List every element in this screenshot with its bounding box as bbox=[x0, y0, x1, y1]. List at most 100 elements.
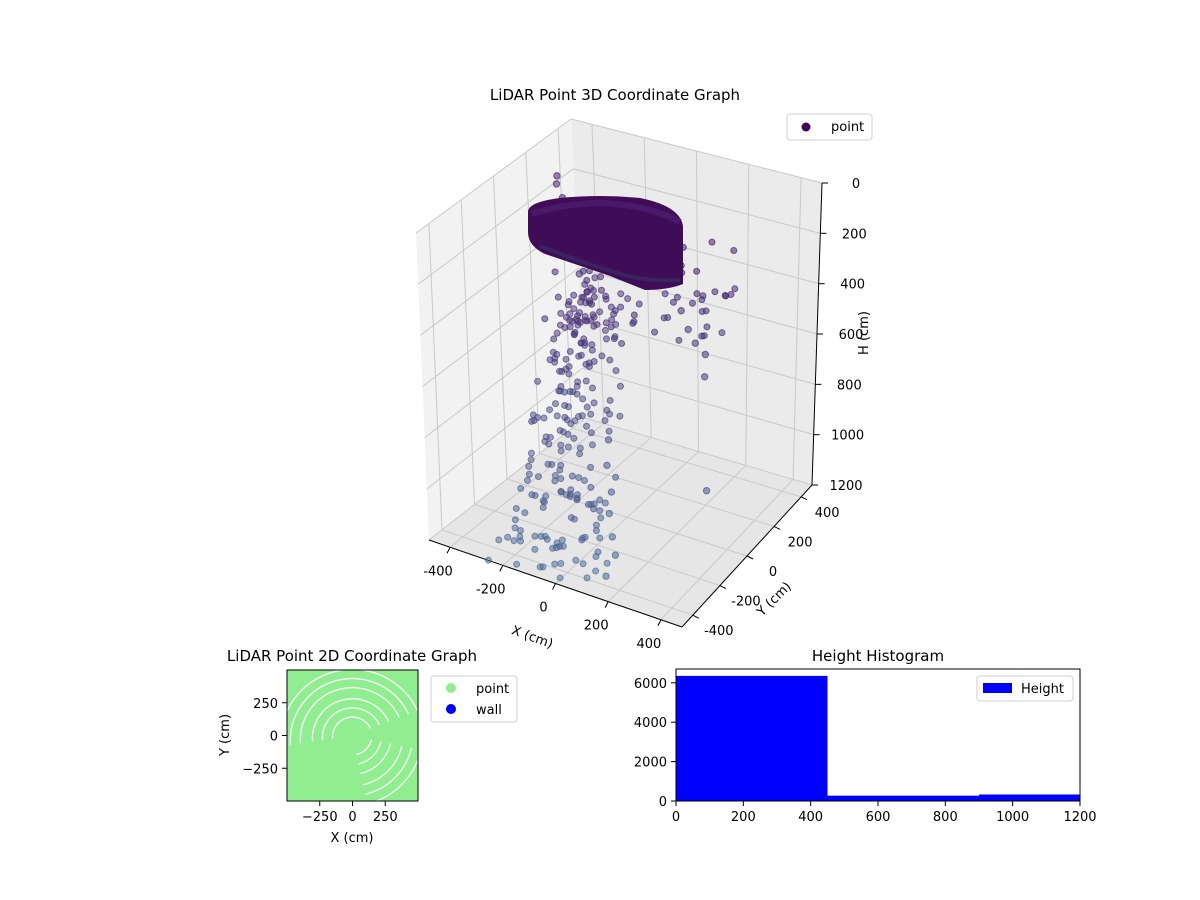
data-point bbox=[565, 370, 573, 378]
data-point bbox=[579, 294, 587, 302]
points-3d bbox=[484, 172, 739, 582]
y-tick-label: 6000 bbox=[634, 677, 667, 692]
data-point bbox=[608, 533, 617, 541]
data-point bbox=[566, 310, 574, 318]
data-point bbox=[580, 476, 588, 484]
scan-ring bbox=[331, 716, 372, 739]
y-tick-label: 0 bbox=[769, 565, 777, 580]
data-point bbox=[539, 497, 547, 505]
data-point bbox=[596, 496, 604, 504]
grid-line bbox=[428, 223, 443, 530]
data-point bbox=[596, 534, 604, 542]
x-tick-label: 0 bbox=[539, 601, 547, 616]
data-point bbox=[578, 536, 586, 544]
data-point bbox=[578, 412, 586, 420]
z-tick-label: 400 bbox=[840, 278, 865, 293]
data-point bbox=[616, 412, 624, 420]
data-point bbox=[699, 292, 707, 300]
data-point bbox=[590, 399, 598, 407]
x-tick-label: 0 bbox=[672, 810, 680, 825]
data-point bbox=[611, 307, 619, 315]
data-point bbox=[566, 323, 574, 331]
x-tick-label: 200 bbox=[731, 810, 756, 825]
data-point bbox=[630, 311, 638, 319]
data-point bbox=[722, 292, 730, 300]
data-point bbox=[588, 441, 596, 449]
legend-point-marker bbox=[801, 122, 811, 132]
data-point bbox=[598, 286, 606, 294]
grid-line bbox=[584, 417, 813, 486]
data-point bbox=[572, 556, 580, 564]
legend-2d-point-marker bbox=[446, 683, 456, 693]
data-point bbox=[541, 532, 549, 540]
data-point bbox=[484, 556, 492, 564]
data-point bbox=[611, 551, 620, 559]
legend-histogram: Height bbox=[976, 675, 1074, 702]
legend-2d-point-label: point bbox=[476, 682, 509, 697]
data-point bbox=[607, 488, 616, 496]
x-axis-label-3d: X (cm) bbox=[509, 623, 555, 652]
scan-ring bbox=[279, 668, 418, 747]
data-point bbox=[592, 521, 600, 529]
data-point bbox=[661, 290, 669, 298]
data-point bbox=[551, 477, 559, 485]
point-area bbox=[287, 670, 418, 801]
scan-ring bbox=[358, 741, 382, 765]
x-tick-label: 800 bbox=[933, 810, 958, 825]
data-point bbox=[608, 316, 616, 324]
data-point bbox=[573, 491, 581, 499]
axes-3d: -400-2000200400-400-20002004000200400600… bbox=[423, 177, 866, 652]
x-tick-label: 200 bbox=[584, 619, 609, 634]
data-point bbox=[596, 507, 604, 515]
data-point bbox=[558, 536, 566, 544]
y-tick-label: 0 bbox=[659, 795, 667, 810]
data-point bbox=[570, 434, 578, 442]
y-axis-label-2d: Y (cm) bbox=[218, 714, 233, 757]
y-tick bbox=[800, 496, 808, 501]
data-point bbox=[549, 544, 557, 552]
data-point bbox=[556, 574, 564, 582]
data-point bbox=[588, 300, 596, 308]
data-point bbox=[603, 559, 611, 567]
grid-line bbox=[577, 268, 818, 335]
data-point bbox=[551, 400, 559, 408]
data-point bbox=[546, 433, 554, 441]
scan-ring bbox=[321, 707, 381, 741]
chart-3d: -400-2000200400-400-20002004000200400600… bbox=[415, 86, 873, 652]
grid-line bbox=[525, 152, 540, 454]
data-point bbox=[552, 180, 561, 188]
data-point bbox=[592, 567, 600, 575]
y-tick-label: -200 bbox=[731, 595, 761, 610]
data-point bbox=[612, 473, 620, 481]
data-point bbox=[523, 476, 531, 484]
data-point bbox=[702, 307, 710, 315]
data-point bbox=[561, 401, 569, 409]
data-point bbox=[528, 491, 536, 499]
data-point bbox=[684, 325, 692, 334]
data-point bbox=[693, 267, 701, 275]
data-point bbox=[540, 414, 548, 422]
scan-ring bbox=[362, 745, 403, 786]
z-tick-label: 1200 bbox=[829, 479, 862, 494]
x-tick bbox=[604, 601, 609, 608]
data-point bbox=[556, 542, 564, 550]
data-point bbox=[556, 367, 564, 375]
data-point bbox=[587, 410, 595, 418]
data-point bbox=[512, 504, 520, 512]
data-point bbox=[587, 316, 595, 324]
data-point bbox=[574, 378, 582, 386]
data-point bbox=[571, 417, 579, 425]
data-point bbox=[731, 285, 739, 293]
x-tick-label: -200 bbox=[476, 582, 506, 597]
z-tick-label: 800 bbox=[837, 378, 862, 393]
data-point bbox=[603, 461, 611, 470]
data-point bbox=[570, 331, 578, 339]
data-point bbox=[546, 406, 554, 414]
data-point bbox=[563, 416, 571, 424]
data-point bbox=[688, 299, 696, 307]
x-tick-label: −250 bbox=[302, 810, 338, 825]
data-point bbox=[730, 246, 738, 254]
data-point bbox=[583, 276, 591, 284]
chart-2d: LiDAR Point 2D Coordinate Graph −250 0 250… bbox=[218, 647, 518, 846]
